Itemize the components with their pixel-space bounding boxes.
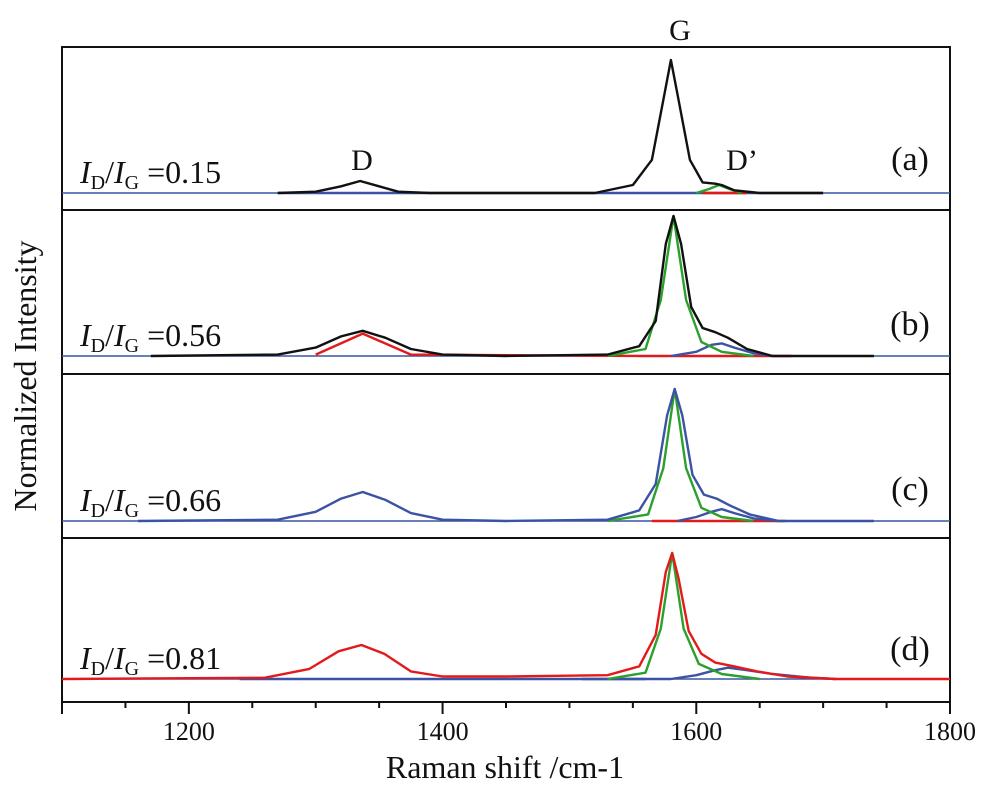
peak-label-d-prime: D’ [726, 144, 758, 177]
series-line [670, 342, 773, 358]
panel-label: (b) [890, 306, 930, 343]
peak-label-d: D [351, 144, 373, 177]
panel-label: (a) [891, 141, 929, 178]
peak-label-g: G [669, 14, 691, 47]
series-line [607, 214, 754, 358]
x-tick-label: 1800 [924, 717, 976, 746]
x-tick-label: 1400 [417, 717, 469, 746]
series-line [138, 387, 874, 523]
series-line [677, 507, 779, 523]
series-line [277, 58, 824, 195]
panels-layer: (a)ID/IG =0.15(b)ID/IG =0.56(c)ID/IG =0.66(… [61, 46, 951, 703]
y-axis-title: Normalized Intensity [7, 240, 43, 511]
series-line [607, 387, 754, 523]
x-tick-label: 1600 [670, 717, 722, 746]
panel-c: (c) ID/IG =0.66 [61, 373, 951, 539]
panel-label: (d) [890, 631, 930, 668]
series-line [61, 551, 950, 681]
panel-b: (b) ID/IG =0.56 [61, 209, 951, 375]
panel-label: (c) [891, 471, 929, 508]
x-axis-title: Raman shift /cm-1 [386, 749, 624, 785]
series-line [150, 214, 874, 358]
panel-d: (d) ID/IG =0.81 [61, 537, 951, 703]
ratio-annotation: ID/IG =0.81 [79, 640, 221, 680]
x-tick-label: 1200 [163, 717, 215, 746]
series-line [607, 551, 760, 681]
ratio-annotation: ID/IG =0.66 [79, 482, 221, 522]
panel-a: (a) ID/IG =0.15 [61, 46, 951, 211]
x-axis: 1200 1400 1600 1800 [61, 701, 976, 746]
ratio-annotation: ID/IG =0.56 [79, 317, 221, 357]
ratio-annotation: ID/IG =0.15 [79, 154, 221, 194]
